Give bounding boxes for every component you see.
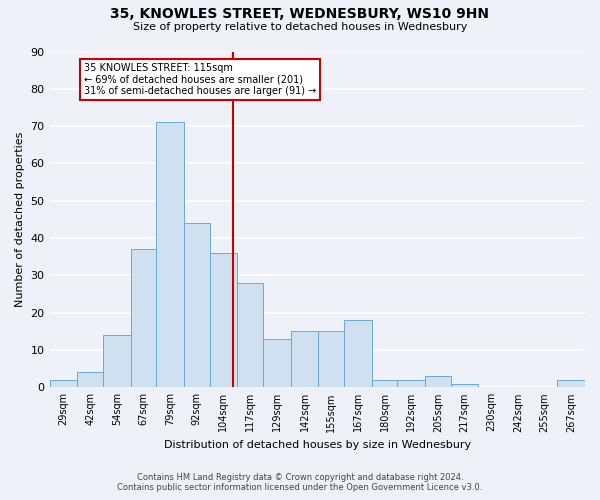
Text: 35 KNOWLES STREET: 115sqm
← 69% of detached houses are smaller (201)
31% of semi: 35 KNOWLES STREET: 115sqm ← 69% of detac… bbox=[83, 62, 316, 96]
Text: Contains HM Land Registry data © Crown copyright and database right 2024.
Contai: Contains HM Land Registry data © Crown c… bbox=[118, 473, 482, 492]
Bar bbox=[184, 223, 209, 388]
Bar bbox=[103, 335, 131, 388]
Bar bbox=[156, 122, 184, 388]
Bar bbox=[290, 332, 319, 388]
Bar bbox=[131, 250, 156, 388]
Bar bbox=[209, 253, 237, 388]
Bar bbox=[371, 380, 397, 388]
Bar bbox=[425, 376, 451, 388]
Bar bbox=[557, 380, 585, 388]
Bar bbox=[585, 380, 600, 388]
Bar bbox=[237, 283, 263, 388]
Bar bbox=[397, 380, 425, 388]
Bar bbox=[319, 332, 344, 388]
Bar bbox=[77, 372, 103, 388]
Bar bbox=[50, 380, 77, 388]
Text: Size of property relative to detached houses in Wednesbury: Size of property relative to detached ho… bbox=[133, 22, 467, 32]
X-axis label: Distribution of detached houses by size in Wednesbury: Distribution of detached houses by size … bbox=[164, 440, 471, 450]
Bar bbox=[451, 384, 478, 388]
Y-axis label: Number of detached properties: Number of detached properties bbox=[15, 132, 25, 307]
Text: 35, KNOWLES STREET, WEDNESBURY, WS10 9HN: 35, KNOWLES STREET, WEDNESBURY, WS10 9HN bbox=[110, 8, 490, 22]
Bar bbox=[263, 339, 290, 388]
Bar bbox=[344, 320, 371, 388]
